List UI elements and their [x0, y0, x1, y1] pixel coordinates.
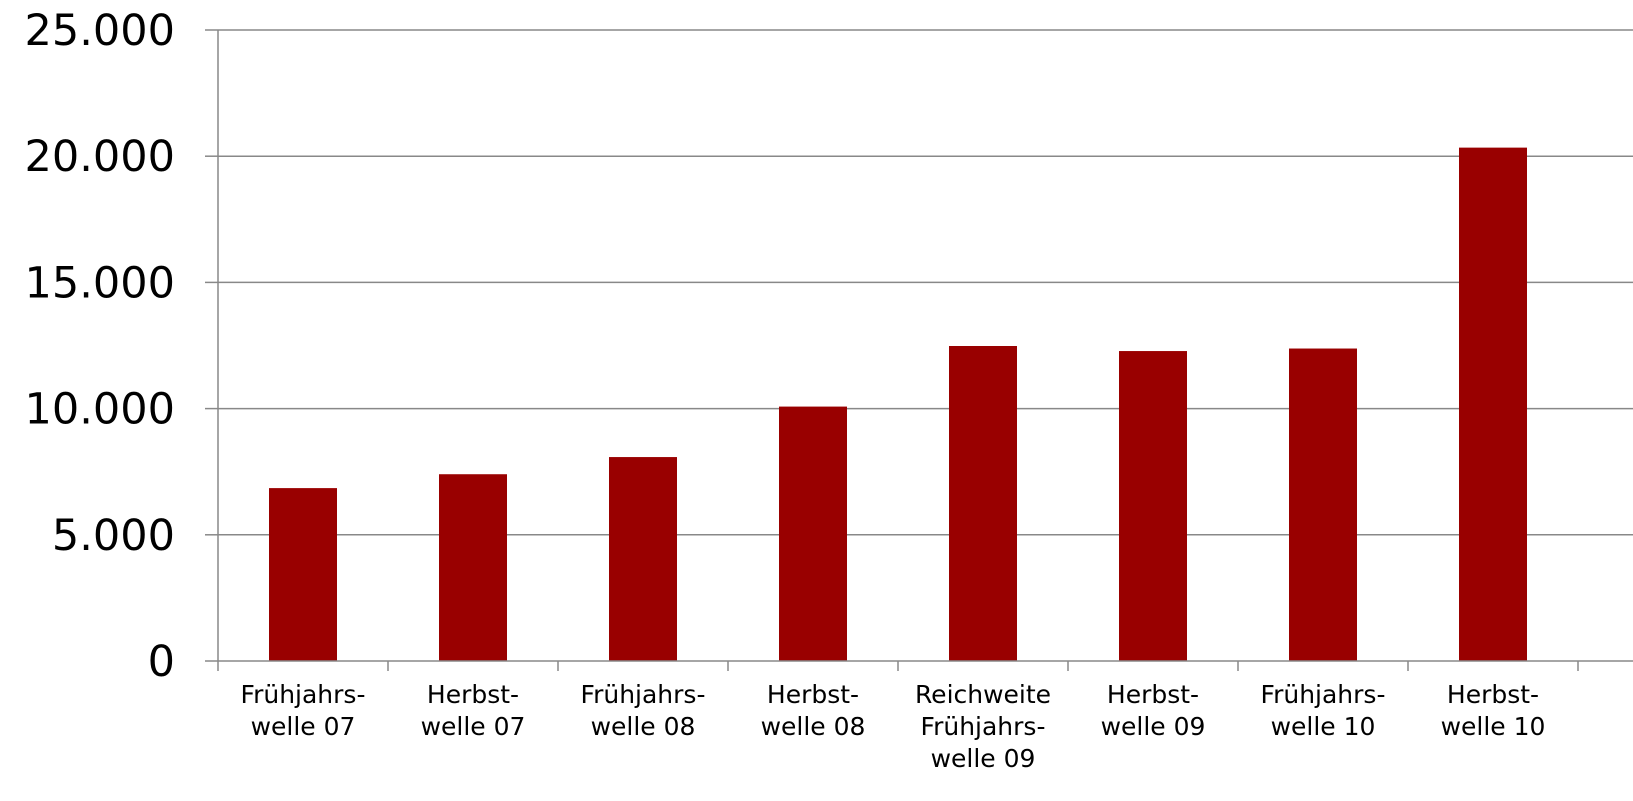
y-tick-label: 0	[148, 637, 175, 687]
bar	[609, 457, 677, 661]
bars	[269, 147, 1527, 661]
y-tick-label: 10.000	[25, 385, 175, 435]
x-tick-label: Frühjahrs-welle 08	[581, 680, 706, 741]
axes	[217, 30, 1633, 671]
x-tick-label: Herbst-welle 09	[1101, 680, 1206, 741]
bar	[779, 406, 847, 661]
x-tick-labels: Frühjahrs-welle 07 Herbst-welle 07 Frühjah…	[241, 680, 1546, 773]
gridlines	[205, 29, 1633, 662]
x-tick-label: Herbst-welle 08	[761, 680, 866, 741]
x-tick-label: Herbst-welle 07	[421, 680, 526, 741]
bar	[1459, 147, 1527, 661]
bar	[439, 474, 507, 661]
bar	[949, 346, 1017, 661]
x-tick-label: Reichweite Frühjahrs-welle 09	[915, 680, 1051, 773]
y-tick-label: 25.000	[25, 6, 175, 56]
x-tick-label: Herbst-welle 10	[1441, 680, 1546, 741]
y-tick-label: 15.000	[25, 258, 175, 308]
y-tick-label: 5.000	[52, 511, 175, 561]
bar	[1289, 348, 1357, 661]
x-tick-label: Frühjahrs-welle 07	[241, 680, 366, 741]
bar	[1119, 351, 1187, 661]
x-tick-label: Frühjahrs-welle 10	[1261, 680, 1386, 741]
y-tick-label: 20.000	[25, 132, 175, 182]
bar	[269, 488, 337, 661]
y-tick-labels: 0 5.000 10.000 15.000 20.000 25.000	[25, 6, 175, 687]
